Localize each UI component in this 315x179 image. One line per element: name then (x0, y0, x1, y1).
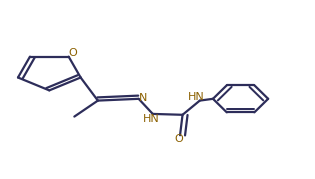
Text: O: O (174, 134, 183, 144)
Text: HN: HN (188, 92, 204, 102)
Text: O: O (68, 49, 77, 59)
Text: HN: HN (143, 114, 160, 124)
Text: N: N (139, 93, 147, 103)
